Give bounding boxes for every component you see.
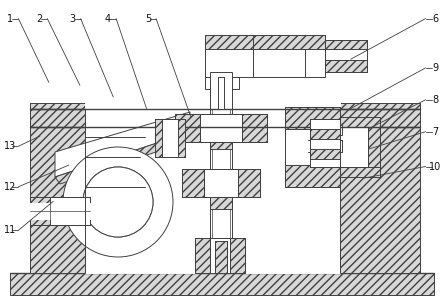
Bar bbox=[155, 119, 170, 157]
Bar bbox=[325, 60, 367, 72]
Bar bbox=[195, 238, 210, 273]
Bar bbox=[30, 197, 50, 225]
Bar bbox=[325, 40, 367, 49]
Bar bbox=[205, 35, 253, 49]
Bar bbox=[85, 103, 340, 273]
Text: 13: 13 bbox=[4, 141, 16, 151]
Text: 7: 7 bbox=[432, 127, 439, 137]
Bar bbox=[340, 117, 380, 177]
Bar bbox=[230, 238, 245, 273]
Bar bbox=[30, 103, 85, 273]
Bar bbox=[238, 169, 260, 197]
Bar bbox=[182, 169, 260, 197]
Circle shape bbox=[83, 167, 153, 237]
Bar bbox=[285, 107, 340, 129]
Bar bbox=[218, 77, 224, 109]
Text: 3: 3 bbox=[70, 14, 75, 24]
Bar bbox=[162, 119, 178, 157]
Bar bbox=[170, 119, 185, 157]
Circle shape bbox=[63, 147, 173, 257]
Bar bbox=[340, 127, 368, 167]
Text: 6: 6 bbox=[432, 14, 439, 24]
Bar bbox=[30, 109, 420, 127]
Text: 2: 2 bbox=[36, 14, 43, 24]
Text: 9: 9 bbox=[432, 63, 439, 73]
Bar bbox=[175, 114, 200, 142]
Bar bbox=[253, 35, 325, 49]
Bar bbox=[210, 72, 232, 242]
Text: 4: 4 bbox=[105, 14, 111, 24]
Bar bbox=[182, 169, 204, 197]
Bar bbox=[205, 35, 325, 77]
Bar bbox=[320, 140, 342, 152]
Bar bbox=[30, 197, 90, 225]
Bar bbox=[310, 149, 340, 159]
Bar bbox=[30, 203, 90, 219]
Text: 10: 10 bbox=[429, 161, 442, 171]
Bar bbox=[215, 241, 227, 273]
Circle shape bbox=[83, 167, 153, 237]
Bar bbox=[285, 129, 340, 165]
Bar bbox=[325, 40, 367, 72]
Bar bbox=[285, 107, 340, 187]
Text: 1: 1 bbox=[8, 14, 13, 24]
Text: 5: 5 bbox=[145, 14, 151, 24]
Bar bbox=[242, 114, 267, 142]
Bar bbox=[10, 273, 434, 295]
Text: 11: 11 bbox=[4, 225, 16, 235]
Bar bbox=[320, 125, 342, 135]
Bar bbox=[310, 129, 340, 139]
Bar bbox=[210, 187, 232, 209]
Bar bbox=[340, 103, 420, 273]
Bar bbox=[213, 89, 231, 109]
Bar bbox=[210, 238, 230, 273]
Bar bbox=[175, 114, 267, 142]
Bar bbox=[210, 127, 232, 149]
Bar bbox=[155, 119, 185, 157]
Bar bbox=[310, 119, 340, 167]
Bar bbox=[205, 77, 239, 89]
Bar bbox=[195, 238, 245, 273]
Bar bbox=[285, 165, 340, 187]
Text: 12: 12 bbox=[4, 182, 16, 192]
Text: 8: 8 bbox=[432, 95, 439, 105]
Polygon shape bbox=[55, 132, 195, 184]
Polygon shape bbox=[55, 112, 190, 177]
